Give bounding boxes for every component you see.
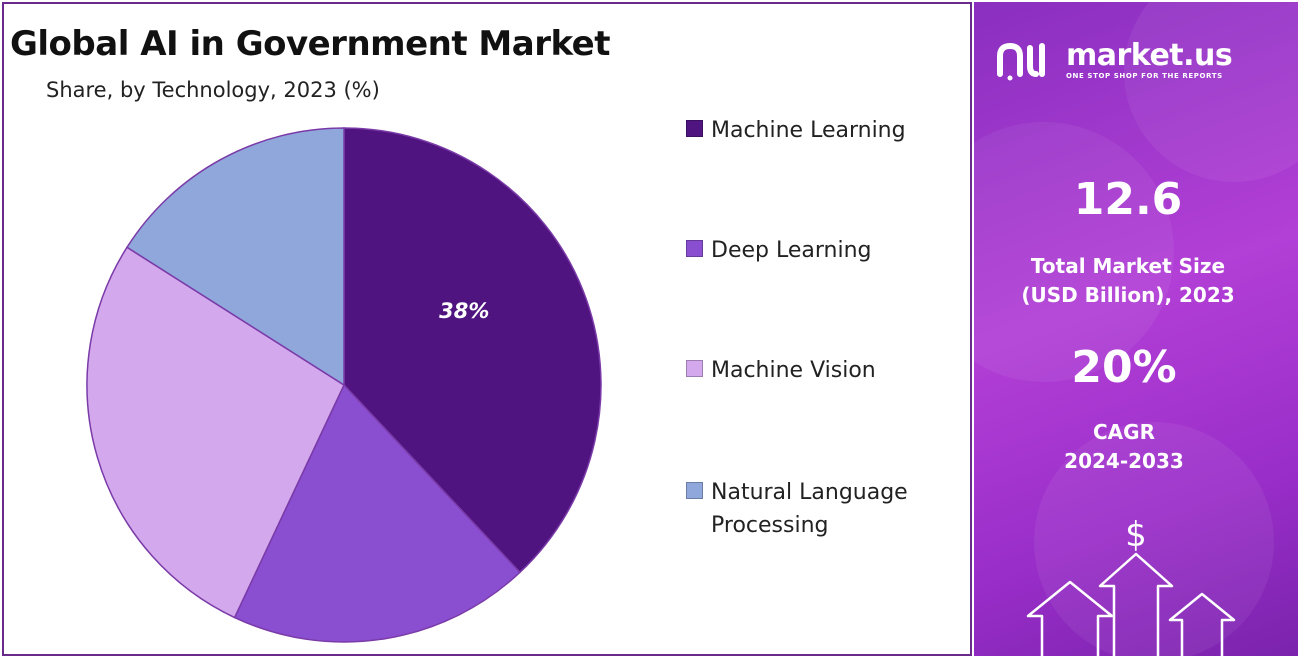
- summary-panel: market.us ONE STOP SHOP FOR THE REPORTS …: [974, 2, 1298, 656]
- background-shape: [1034, 422, 1274, 656]
- pie-data-label: 38%: [439, 299, 489, 323]
- pie-slice-machine-learning: [343, 127, 602, 574]
- pie-slice-natural-language-processing: [125, 127, 345, 387]
- chart-panel: Global AI in Government Market Share, by…: [2, 2, 972, 656]
- legend-label: Deep Learning: [711, 238, 872, 263]
- cagr-label-line2: 2024-2033: [1064, 449, 1184, 473]
- legend-item-natural-language-processing: Natural Language Processing: [686, 476, 951, 542]
- pie-chart: 38%: [86, 127, 602, 643]
- legend-swatch: [686, 360, 703, 377]
- legend-item-deep-learning: Deep Learning: [686, 234, 951, 267]
- legend-label: Natural Language Processing: [711, 480, 908, 538]
- brand-name: market.us: [1066, 38, 1233, 73]
- legend-label: Machine Learning: [711, 118, 906, 143]
- cagr-label-line1: CAGR: [1093, 420, 1155, 444]
- legend-swatch: [686, 240, 703, 257]
- chart-subtitle: Share, by Technology, 2023 (%): [46, 78, 380, 102]
- cagr-value: 20%: [1071, 342, 1177, 393]
- legend-swatch: [686, 120, 703, 137]
- background-shape: [1124, 2, 1298, 182]
- dollar-growth-arrows-icon: $: [1026, 515, 1236, 656]
- legend-item-machine-learning: Machine Learning: [686, 114, 951, 147]
- pie-slice-deep-learning: [233, 383, 521, 643]
- background-shape: [974, 122, 1174, 382]
- dollar-icon: $: [1125, 515, 1147, 555]
- brand-tagline: ONE STOP SHOP FOR THE REPORTS: [1066, 72, 1223, 80]
- pie-slice-machine-vision: [86, 246, 345, 619]
- legend-item-machine-vision: Machine Vision: [686, 354, 951, 387]
- market-size-label-line2: (USD Billion), 2023: [1021, 283, 1235, 307]
- legend-swatch: [686, 482, 703, 499]
- market-size-label-line1: Total Market Size: [1030, 254, 1226, 278]
- legend-label: Machine Vision: [711, 358, 876, 383]
- market-size-value: 12.6: [1073, 174, 1183, 225]
- chart-title: Global AI in Government Market: [10, 24, 611, 64]
- brand: market.us ONE STOP SHOP FOR THE REPORTS: [996, 38, 1233, 82]
- market-us-logo-icon: [997, 42, 1045, 81]
